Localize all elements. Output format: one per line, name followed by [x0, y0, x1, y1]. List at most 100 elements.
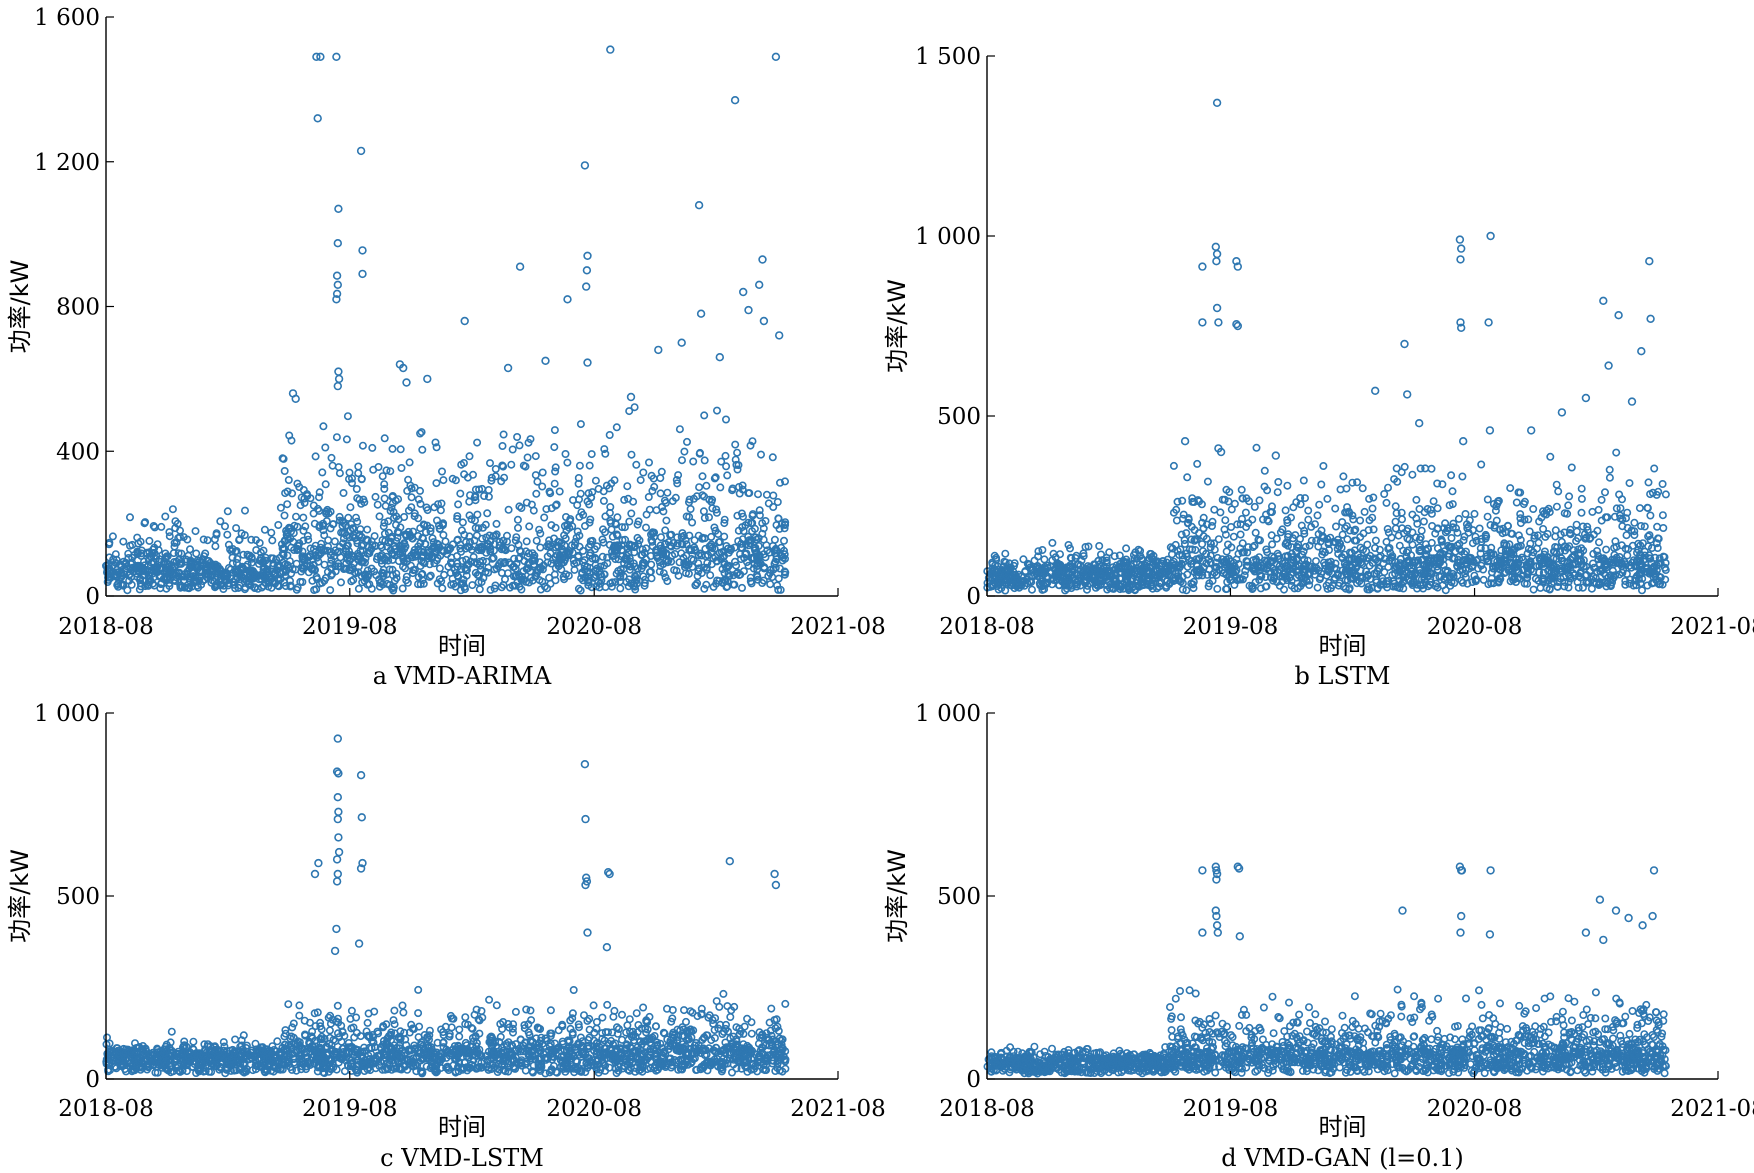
data-point	[168, 505, 177, 514]
data-point	[485, 995, 494, 1004]
data-point	[1251, 528, 1260, 537]
data-point	[673, 479, 682, 488]
data-point	[280, 536, 289, 545]
outlier-point	[1198, 318, 1207, 327]
data-point	[363, 525, 372, 534]
data-point	[1250, 502, 1259, 511]
data-point	[542, 505, 551, 514]
data-point	[267, 554, 276, 563]
data-point	[765, 548, 774, 557]
data-point	[1408, 510, 1417, 519]
data-point	[174, 534, 183, 543]
data-point	[356, 546, 365, 555]
data-point	[752, 571, 761, 580]
data-point	[453, 562, 462, 571]
data-point	[603, 559, 612, 568]
outlier-point	[332, 295, 341, 304]
data-point	[1028, 585, 1037, 594]
data-point	[323, 542, 332, 551]
outlier-point	[1526, 426, 1536, 435]
data-point	[335, 469, 344, 478]
data-point	[663, 488, 672, 497]
data-point	[559, 558, 568, 567]
data-point	[682, 437, 691, 446]
outlier-point	[715, 353, 724, 362]
data-point	[695, 549, 704, 558]
data-point	[718, 565, 727, 574]
data-point	[1183, 473, 1192, 482]
data-point	[470, 516, 479, 525]
data-point	[425, 572, 434, 581]
data-point	[561, 512, 570, 521]
data-point	[702, 563, 711, 572]
data-point	[290, 521, 299, 530]
data-point	[194, 583, 203, 592]
data-point	[539, 561, 548, 570]
data-point	[229, 568, 238, 577]
data-point	[1304, 506, 1313, 515]
data-point	[199, 535, 208, 544]
data-point	[1040, 555, 1049, 564]
outlier-point	[759, 316, 769, 326]
data-point	[625, 554, 634, 563]
data-point	[140, 557, 149, 566]
data-point	[550, 479, 559, 488]
data-point	[347, 577, 356, 586]
data-point	[283, 500, 292, 509]
data-point	[576, 420, 585, 429]
data-point	[471, 523, 480, 532]
data-point	[468, 581, 477, 590]
data-point	[361, 573, 370, 582]
data-point	[439, 530, 448, 539]
data-point	[776, 585, 785, 594]
data-point	[575, 531, 584, 540]
data-point	[461, 544, 470, 553]
data-point	[416, 499, 425, 508]
data-point	[1560, 582, 1569, 591]
outlier-point	[1485, 426, 1495, 435]
data-point	[301, 522, 310, 531]
data-point	[485, 459, 494, 468]
data-point	[538, 577, 547, 586]
data-point	[700, 584, 709, 593]
y-tick-label: 400	[56, 439, 100, 465]
data-point	[657, 549, 666, 558]
x-tick-label: 2021-08	[1670, 614, 1754, 640]
data-point	[426, 524, 435, 533]
data-point	[267, 528, 276, 537]
data-point	[1448, 487, 1457, 496]
outlier-point	[291, 394, 300, 403]
data-point	[341, 564, 350, 573]
data-point	[165, 532, 174, 541]
data-point	[505, 583, 514, 592]
data-point	[435, 564, 444, 573]
data-point	[746, 577, 755, 586]
data-point	[714, 529, 723, 538]
data-point	[620, 523, 629, 532]
data-point	[599, 538, 608, 547]
outlier-point	[423, 374, 432, 384]
data-point	[769, 491, 778, 500]
data-point	[652, 506, 661, 515]
outlier-point	[1458, 437, 1468, 446]
outlier-point	[316, 52, 325, 61]
data-point	[555, 487, 564, 496]
data-point	[734, 537, 743, 546]
data-point	[430, 559, 439, 568]
data-point	[768, 453, 777, 462]
data-point	[410, 565, 419, 574]
data-point	[612, 423, 621, 432]
data-point	[1398, 515, 1407, 524]
data-point	[416, 580, 425, 589]
data-point	[1392, 464, 1401, 473]
data-point	[598, 552, 607, 561]
data-point	[416, 429, 425, 438]
outlier-point	[626, 392, 636, 402]
data-point	[1661, 490, 1670, 499]
data-point	[416, 539, 425, 548]
data-point	[674, 471, 683, 480]
data-point	[312, 572, 321, 581]
data-point	[585, 461, 594, 470]
data-point	[600, 445, 609, 454]
